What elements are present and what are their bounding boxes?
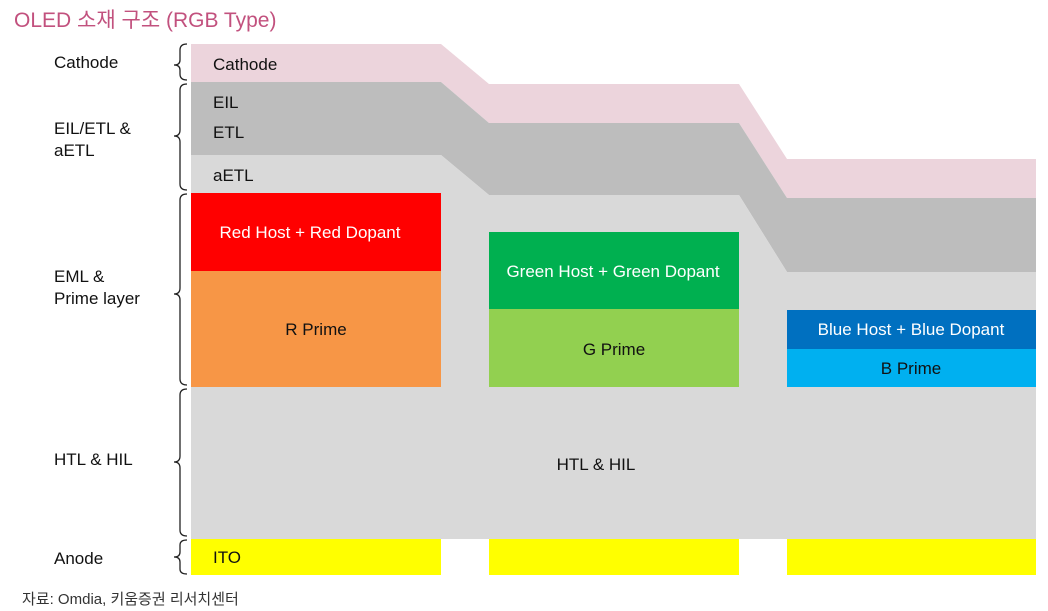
eil-label: EIL (213, 93, 239, 112)
green-host-layer (489, 232, 739, 309)
green-host-label: Green Host + Green Dopant (506, 262, 719, 281)
side-label-eml-line2: Prime layer (54, 289, 140, 308)
aetl-label: aETL (213, 166, 254, 185)
b-prime-layer (787, 349, 1036, 387)
red-host-label: Red Host + Red Dopant (220, 223, 401, 242)
blue-host-layer (787, 310, 1036, 349)
red-host-layer (191, 193, 441, 271)
side-label-eil-etl-line2: aETL (54, 141, 95, 160)
side-label-eil-etl-line1: EIL/ETL & (54, 119, 131, 138)
blue-host-label: Blue Host + Blue Dopant (818, 320, 1005, 339)
brace-anode (173, 539, 188, 575)
r-prime-label: R Prime (285, 320, 346, 339)
g-prime-label: G Prime (583, 340, 645, 359)
ito-label: ITO (213, 548, 241, 567)
page-title: OLED 소재 구조 (RGB Type) (14, 9, 277, 32)
source-note: 자료: Omdia, 키움증권 리서치센터 (22, 591, 239, 608)
htl-hil-label: HTL & HIL (557, 455, 636, 474)
brace-htl (173, 388, 188, 537)
cathode-layer (191, 44, 1036, 198)
side-label-htl: HTL & HIL (54, 450, 133, 469)
side-label-cathode: Cathode (54, 53, 119, 72)
eil-etl-layer (191, 82, 1036, 272)
aetl-layer (191, 155, 1036, 387)
cathode-label: Cathode (213, 55, 277, 74)
g-prime-layer (489, 309, 739, 387)
ito-layer-blue (787, 539, 1036, 575)
brace-eml (173, 193, 188, 386)
side-label-eml-line1: EML & (54, 267, 105, 286)
brace-eil-etl (173, 83, 188, 191)
r-prime-layer (191, 271, 441, 387)
ito-layer-green (489, 539, 739, 575)
side-braces (173, 43, 188, 575)
htl-hil-layer (191, 387, 1036, 539)
ito-layer-red (191, 539, 441, 575)
b-prime-label: B Prime (881, 359, 941, 378)
side-label-anode: Anode (54, 549, 104, 568)
brace-cathode (173, 43, 188, 81)
etl-label: ETL (213, 123, 244, 142)
